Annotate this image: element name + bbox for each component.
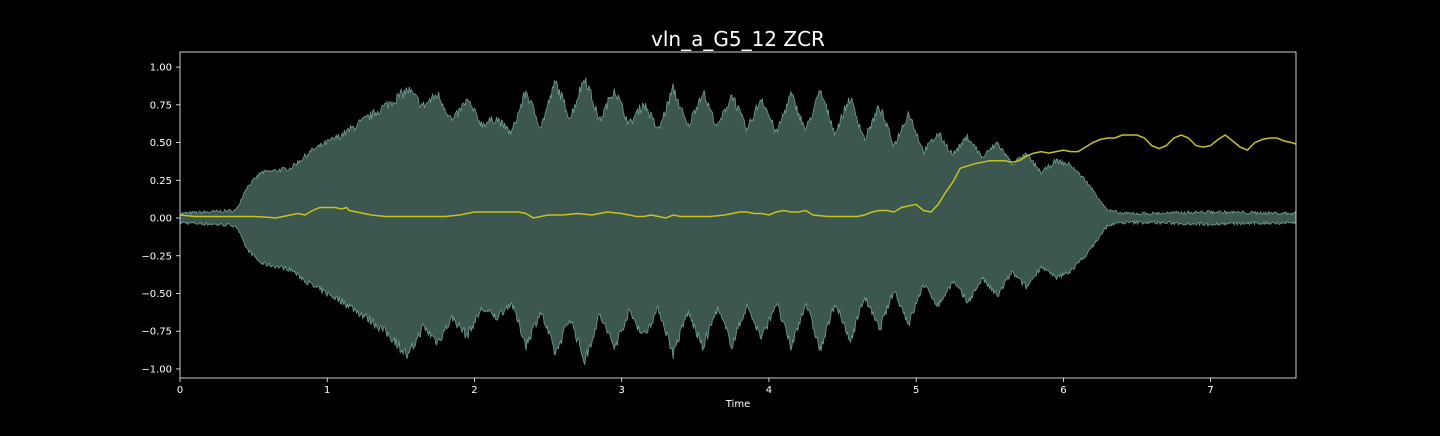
zcr-line xyxy=(180,134,1296,219)
plot-frame xyxy=(179,51,1297,379)
axes: 0 1 2 3 4 5 6 7 1.00 0.75 0.50 0.25 0.00 −0.25 −0.50 −0… xyxy=(141,51,1297,396)
y-tick-label: 0.25 xyxy=(150,176,172,187)
x-tick-label: 2 xyxy=(471,385,477,396)
y-tick-label: 1.00 xyxy=(150,63,172,74)
y-tick-label: 0.50 xyxy=(150,138,172,149)
x-axis-label: Time xyxy=(725,399,750,410)
x-tick-label: 0 xyxy=(177,385,183,396)
y-tick-label: 0.00 xyxy=(150,214,172,225)
waveform-area xyxy=(180,77,1296,365)
x-tick-label: 1 xyxy=(324,385,330,396)
plot-area xyxy=(180,77,1296,365)
chart-title: vln_a_G5_12 ZCR xyxy=(651,27,825,51)
y-tick-label: −0.75 xyxy=(141,327,172,338)
x-tick-label: 6 xyxy=(1060,385,1066,396)
x-tick-label: 3 xyxy=(619,385,625,396)
y-tick-label: 0.75 xyxy=(150,100,172,111)
y-tick-label: −0.50 xyxy=(141,289,172,300)
plot-content xyxy=(180,77,1296,365)
x-tick-label: 4 xyxy=(766,385,772,396)
y-tick-label: −1.00 xyxy=(141,364,172,375)
x-tick-label: 5 xyxy=(913,385,919,396)
y-tick-label: −0.25 xyxy=(141,251,172,262)
x-tick-label: 7 xyxy=(1207,385,1213,396)
